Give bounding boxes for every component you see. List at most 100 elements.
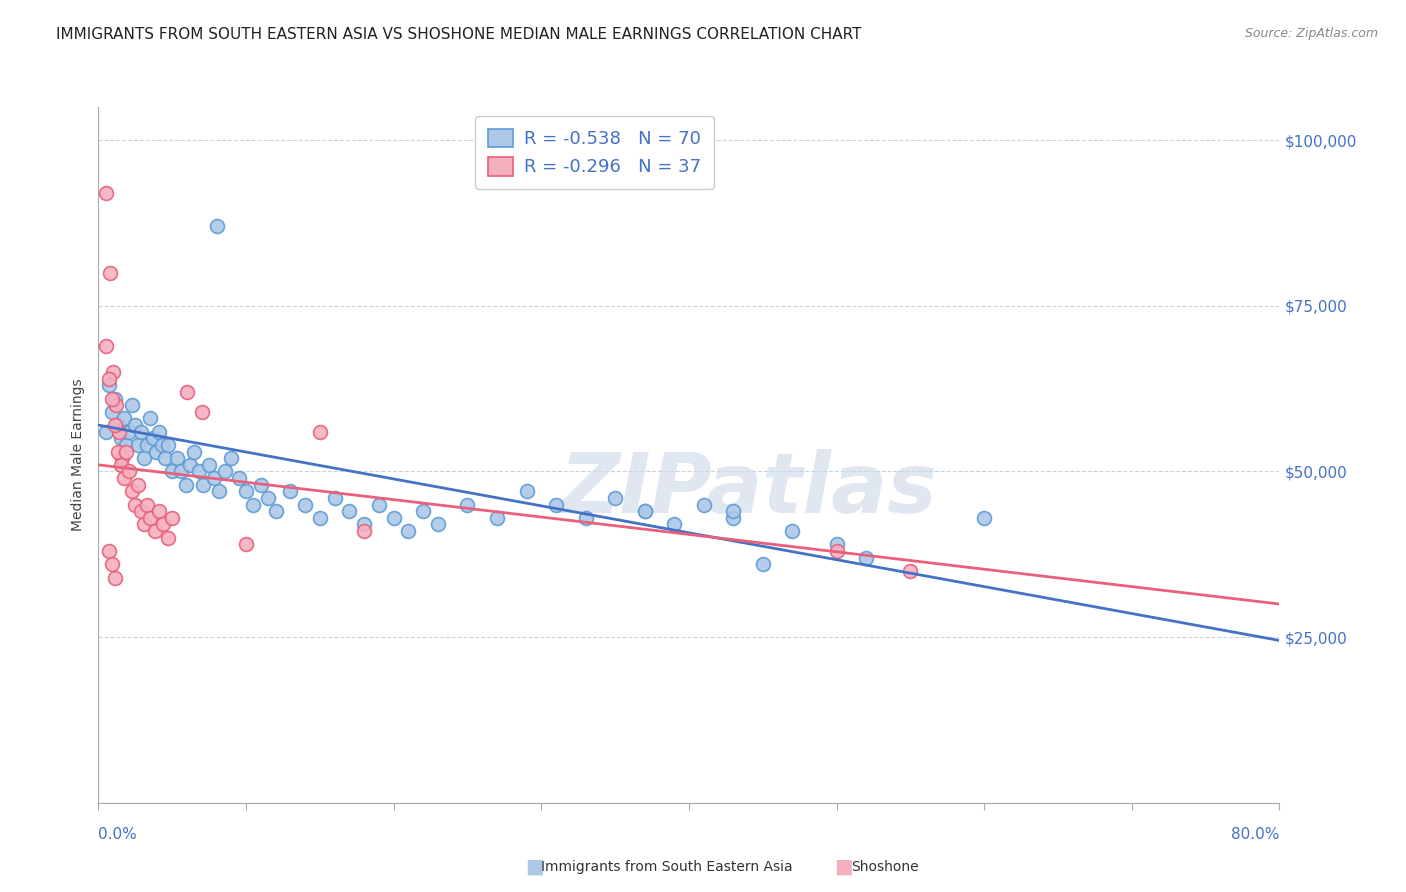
Point <box>174 477 197 491</box>
Point <box>396 524 419 538</box>
Point <box>107 444 129 458</box>
Point <box>214 465 236 479</box>
Point <box>127 438 149 452</box>
Y-axis label: Median Male Earnings: Median Male Earnings <box>72 378 86 532</box>
Text: Immigrants from South Eastern Asia: Immigrants from South Eastern Asia <box>541 860 793 874</box>
Point <box>98 266 121 280</box>
Point <box>129 425 152 439</box>
Point <box>664 517 686 532</box>
Point <box>723 511 745 525</box>
Point <box>309 511 332 525</box>
Text: IMMIGRANTS FROM SOUTH EASTERN ASIA VS SHOSHONE MEDIAN MALE EARNINGS CORRELATION : IMMIGRANTS FROM SOUTH EASTERN ASIA VS SH… <box>56 27 862 42</box>
Point <box>825 544 848 558</box>
Point <box>205 219 228 234</box>
Point <box>145 444 167 458</box>
Point <box>94 338 117 352</box>
Point <box>148 425 170 439</box>
Point <box>121 398 143 412</box>
Text: ▪: ▪ <box>524 853 544 881</box>
Point <box>110 458 132 472</box>
Point <box>546 498 568 512</box>
Point <box>176 384 198 399</box>
Point <box>129 504 152 518</box>
Point <box>156 531 179 545</box>
Point <box>323 491 346 505</box>
Point <box>108 425 131 439</box>
Text: 80.0%: 80.0% <box>1232 827 1279 841</box>
Point <box>191 405 214 419</box>
Point <box>456 498 478 512</box>
Point <box>100 558 122 572</box>
Point <box>103 365 125 379</box>
Text: ZIPatlas: ZIPatlas <box>560 450 936 530</box>
Point <box>136 498 159 512</box>
Point <box>97 378 120 392</box>
Point <box>900 564 922 578</box>
Point <box>105 398 128 412</box>
Text: 0.0%: 0.0% <box>98 827 138 841</box>
Point <box>179 458 201 472</box>
Point <box>148 504 170 518</box>
Point <box>112 471 135 485</box>
Point <box>143 524 166 538</box>
Point <box>382 511 405 525</box>
Point <box>353 524 375 538</box>
Point <box>605 491 627 505</box>
Point <box>97 544 120 558</box>
Point <box>124 498 146 512</box>
Point <box>162 465 183 479</box>
Point <box>170 465 193 479</box>
Point <box>134 451 156 466</box>
Point <box>97 372 120 386</box>
Point <box>118 425 141 439</box>
Point <box>115 438 138 452</box>
Point <box>208 484 231 499</box>
Point <box>127 477 149 491</box>
Point <box>121 484 143 499</box>
Point <box>515 484 537 499</box>
Point <box>104 418 127 433</box>
Point <box>100 405 122 419</box>
Point <box>118 465 141 479</box>
Point <box>242 498 264 512</box>
Point <box>115 444 138 458</box>
Text: ▪: ▪ <box>834 853 853 881</box>
Point <box>235 537 257 551</box>
Point <box>183 444 205 458</box>
Point <box>633 504 655 518</box>
Point <box>134 517 156 532</box>
Point <box>162 511 183 525</box>
Point <box>156 438 179 452</box>
Point <box>139 411 162 425</box>
Point <box>111 451 134 466</box>
Legend: R = -0.538   N = 70, R = -0.296   N = 37: R = -0.538 N = 70, R = -0.296 N = 37 <box>475 116 714 189</box>
Point <box>257 491 280 505</box>
Point <box>193 477 215 491</box>
Point <box>412 504 434 518</box>
Point <box>782 524 804 538</box>
Point <box>107 418 129 433</box>
Point <box>235 484 257 499</box>
Point <box>368 498 391 512</box>
Point <box>574 511 596 525</box>
Point <box>139 511 162 525</box>
Point <box>104 570 127 584</box>
Text: Source: ZipAtlas.com: Source: ZipAtlas.com <box>1244 27 1378 40</box>
Point <box>100 392 122 406</box>
Point <box>153 451 176 466</box>
Point <box>486 511 509 525</box>
Point <box>150 438 173 452</box>
Point <box>219 451 242 466</box>
Point <box>142 431 165 445</box>
Point <box>264 504 287 518</box>
Point <box>228 471 250 485</box>
Point <box>94 425 117 439</box>
Point <box>136 438 159 452</box>
Point <box>693 498 716 512</box>
Point <box>112 411 135 425</box>
Point <box>294 498 316 512</box>
Point <box>94 186 117 201</box>
Point <box>339 504 360 518</box>
Point <box>278 484 302 499</box>
Point <box>202 471 225 485</box>
